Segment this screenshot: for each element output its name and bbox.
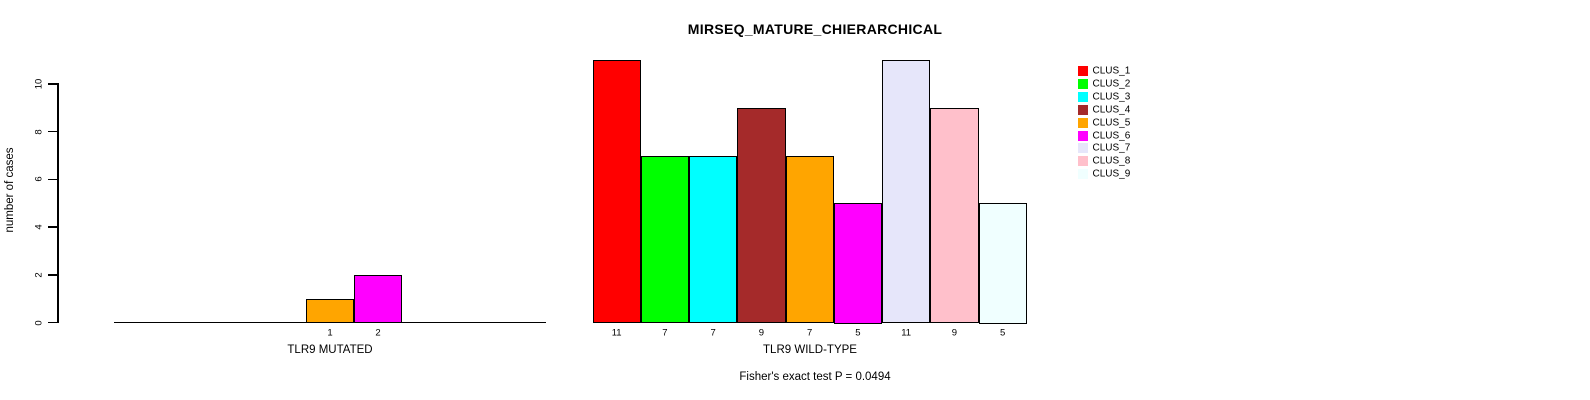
chart-title: MIRSEQ_MATURE_CHIERARCHICAL (687, 20, 943, 37)
bar-value-label: 2 (375, 327, 381, 338)
bar-value-label: 11 (901, 327, 912, 338)
xlabel-wildtype: TLR9 WILD-TYPE (763, 344, 857, 356)
legend-swatch (1078, 117, 1088, 128)
legend-swatch (1078, 66, 1088, 76)
bar-clus_3 (689, 155, 738, 324)
bar-clus_4 (737, 107, 786, 324)
legend-label: CLUS_3 (1092, 91, 1131, 103)
legend-swatch (1078, 156, 1088, 167)
legend-swatch (1078, 91, 1088, 102)
legend-swatch (1078, 130, 1088, 141)
legend-label: CLUS_4 (1092, 104, 1131, 116)
bar-clus_5 (306, 298, 354, 324)
bar-value-label: 1 (327, 327, 333, 338)
y-axis-tick (48, 83, 58, 85)
bar-value-label: 9 (758, 327, 765, 338)
y-axis-line (57, 83, 59, 324)
bar-clus_5 (785, 155, 834, 324)
y-axis-tick (48, 178, 58, 181)
y-axis-tick (48, 130, 58, 133)
legend-label: CLUS_7 (1092, 142, 1131, 154)
legend-swatch (1078, 78, 1088, 89)
bar-value-label: 7 (710, 327, 716, 338)
bar-clus_8 (930, 107, 979, 324)
xlabel-mutated: TLR9 MUTATED (287, 344, 373, 356)
legend-label: CLUS_5 (1092, 117, 1131, 129)
bar-clus_7 (882, 60, 931, 324)
legend-swatch (1078, 169, 1088, 180)
bar-value-label: 5 (999, 327, 1006, 338)
bar-value-label: 7 (662, 327, 668, 338)
bar-value-label: 11 (611, 327, 622, 338)
legend-swatch (1078, 143, 1088, 154)
bar-clus_9 (978, 203, 1027, 324)
legend-swatch (1078, 104, 1088, 115)
bar-value-label: 7 (806, 327, 813, 338)
bar-clus_6 (354, 274, 402, 324)
bar-clus_2 (640, 155, 689, 324)
bar-clus_1 (592, 60, 641, 324)
y-axis-tick (48, 274, 58, 276)
bar-value-label: 9 (951, 327, 958, 338)
legend-label: CLUS_2 (1092, 78, 1131, 90)
y-axis-tick (48, 226, 58, 228)
legend-label: CLUS_6 (1092, 130, 1131, 141)
legend-label: CLUS_8 (1092, 155, 1131, 167)
fisher-test-annotation: Fisher's exact test P = 0.0494 (739, 370, 891, 383)
bar-clus_6 (833, 203, 882, 324)
legend-label: CLUS_9 (1092, 168, 1131, 180)
bar-value-label: 5 (855, 327, 861, 338)
legend-label: CLUS_1 (1092, 65, 1131, 77)
y-axis-tick (48, 321, 58, 324)
